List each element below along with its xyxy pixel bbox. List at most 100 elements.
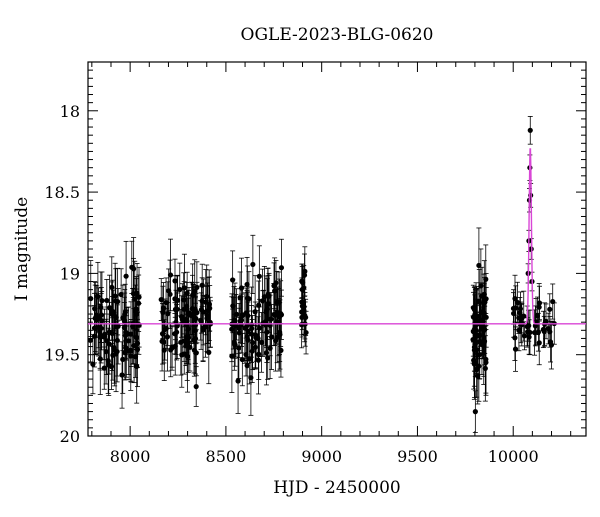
data-point [174,329,180,335]
data-point [263,350,270,356]
data-point [91,325,98,331]
data-point [302,313,308,319]
data-point [547,306,553,312]
data-point [122,309,128,315]
data-point [130,291,137,297]
data-point [167,272,174,278]
data-point [193,383,199,390]
x-tick-label: 10000 [488,447,539,466]
data-point [192,336,199,342]
data-point [118,291,124,298]
data-point [268,334,275,340]
data-point [189,305,196,312]
data-point [470,328,476,335]
x-axis-label: HJD - 2450000 [273,478,401,498]
data-point [301,307,307,314]
data-points [87,116,557,433]
data-point [136,322,142,328]
data-point [278,265,285,271]
data-point [193,316,199,322]
data-point [517,310,523,316]
data-point [204,315,210,321]
data-point [278,312,285,318]
x-tick-label: 9000 [301,447,342,466]
data-point [237,294,243,301]
data-point [481,310,487,316]
x-tick-label: 9500 [397,447,438,466]
data-point [272,288,278,294]
data-point [206,349,212,355]
data-point [164,334,171,340]
data-point [192,288,198,294]
data-point [163,299,169,306]
data-point [184,290,190,296]
data-point [243,351,249,358]
y-tick-label: 20 [60,427,80,446]
data-point [115,299,121,305]
data-point [168,347,174,353]
data-point [536,340,542,346]
data-point [177,286,183,293]
data-point [101,365,107,371]
data-point [477,338,483,345]
data-point [535,329,541,335]
data-point [248,331,255,337]
data-point [476,363,482,369]
data-point [114,348,120,355]
y-tick-label: 19 [60,264,80,283]
data-point [134,346,141,352]
data-point [532,323,538,329]
data-point [229,326,235,332]
data-point [471,361,477,367]
data-point [516,327,522,333]
data-point [249,339,256,346]
data-point [122,318,128,324]
data-point [123,273,129,279]
plot-area [87,61,587,437]
y-axis-label: I magnitude [12,197,32,301]
data-point [232,318,238,324]
data-point [179,316,185,323]
data-point [481,342,487,348]
data-point [92,315,98,321]
data-point [527,127,533,133]
data-point [248,375,254,381]
data-point [263,322,269,328]
data-point [239,356,245,363]
data-point [244,281,250,288]
data-point [97,334,103,340]
data-point [271,283,277,289]
data-point [132,296,138,302]
data-point [112,293,118,299]
data-point [88,295,94,302]
data-point [108,363,115,370]
y-tick-label: 18.5 [44,183,80,202]
data-point [167,291,173,297]
data-point [181,285,188,291]
y-tick-label: 18 [60,102,80,121]
data-point [536,304,542,310]
data-point [133,306,139,312]
data-point [183,316,189,323]
tick-labels: 8000 8500 9000 9500 10000 18 18.5 19 19.5 20 [44,102,538,466]
data-point [548,342,555,348]
data-point [244,363,250,369]
data-point [250,261,256,268]
data-point [543,318,549,324]
data-point [265,355,271,361]
data-point [258,339,265,345]
data-point [541,328,547,335]
data-point [109,284,115,290]
data-point [193,350,199,356]
data-point [512,335,518,341]
data-point [161,339,167,345]
chart-title: OGLE-2023-BLG-0620 [241,25,434,45]
data-point [235,378,241,384]
data-point [521,333,528,339]
data-point [230,303,236,309]
data-point [524,323,530,330]
data-point [531,329,538,336]
data-point [107,305,113,311]
